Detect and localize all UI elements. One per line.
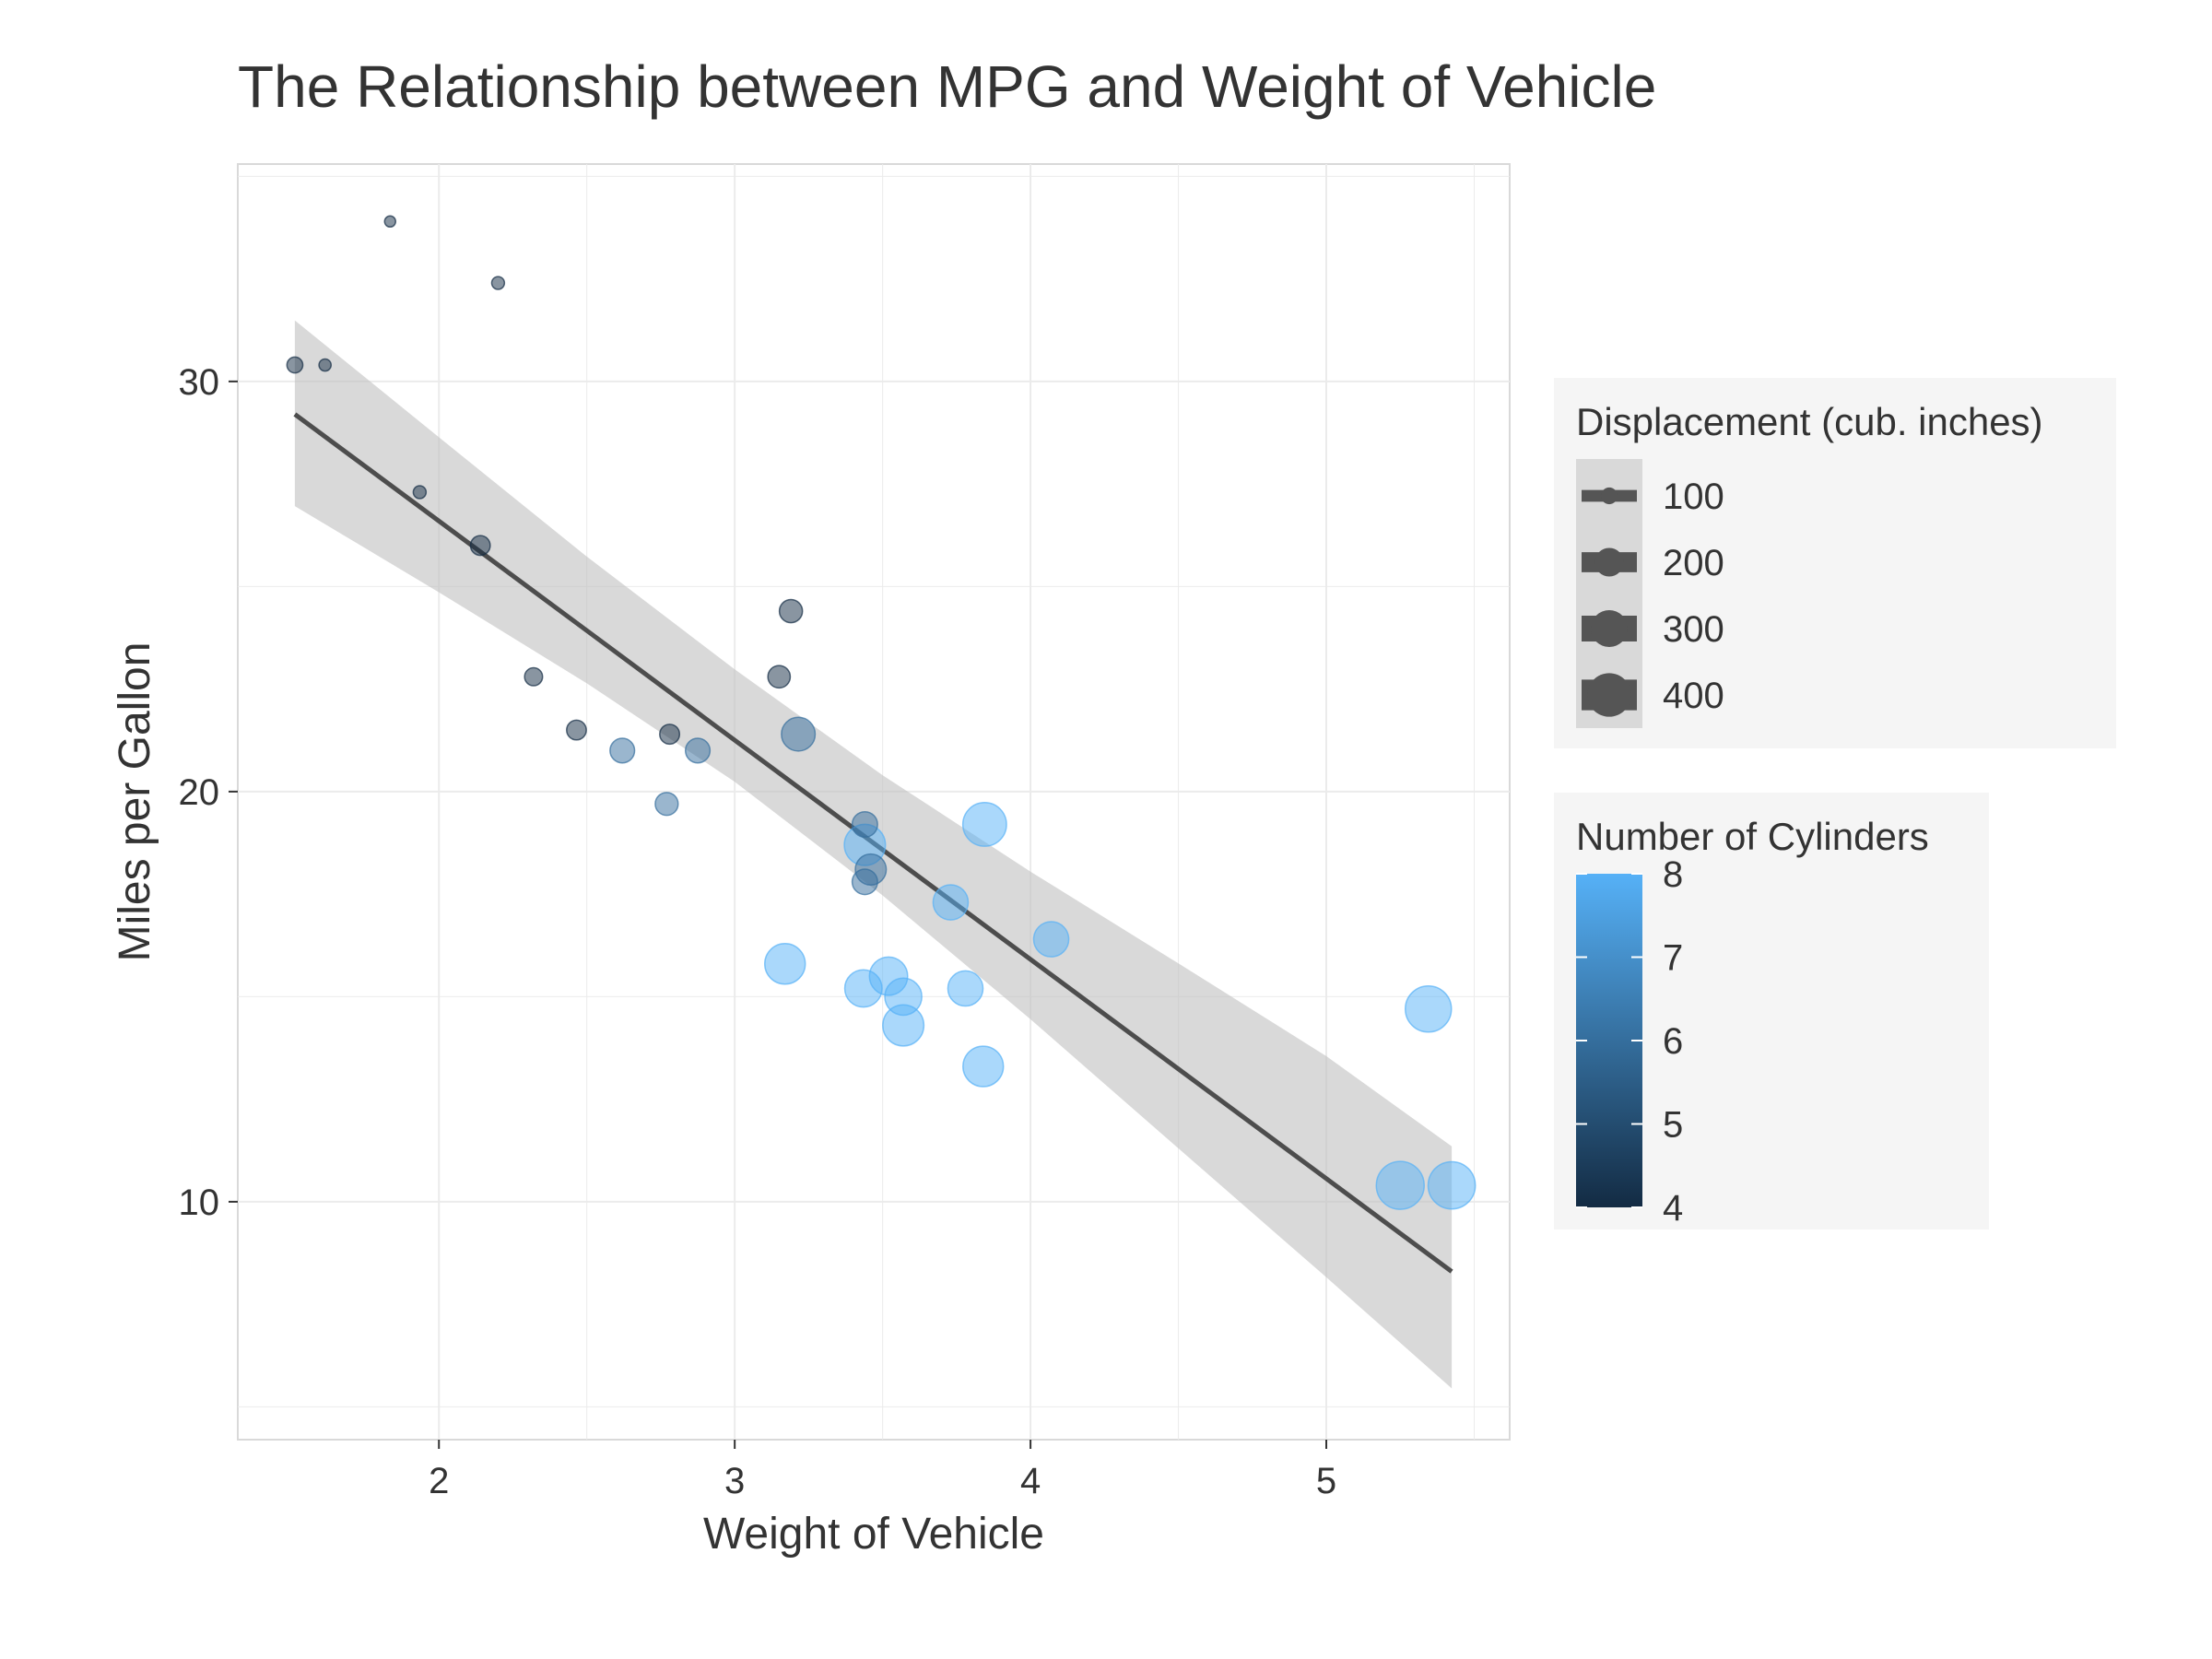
data-point bbox=[778, 598, 804, 624]
size-legend-title: Displacement (cub. inches) bbox=[1576, 400, 2043, 443]
data-point bbox=[659, 724, 681, 746]
color-bar-label: 8 bbox=[1663, 854, 1683, 895]
data-point bbox=[1427, 1160, 1477, 1210]
data-point bbox=[763, 943, 806, 985]
data-point bbox=[412, 485, 428, 500]
plot-panel bbox=[237, 163, 1511, 1441]
data-point bbox=[318, 358, 333, 372]
size-key-point bbox=[1600, 487, 1618, 505]
grid-lines bbox=[238, 164, 1510, 1440]
size-key-point bbox=[1594, 547, 1624, 577]
y-axis-label: Miles per Gallon bbox=[111, 642, 159, 962]
x-tick-label: 3 bbox=[724, 1461, 745, 1501]
size-key-label: 100 bbox=[1663, 477, 1724, 517]
data-point bbox=[524, 666, 544, 687]
points-layer bbox=[286, 215, 1477, 1210]
size-key-point bbox=[1587, 673, 1631, 717]
data-point bbox=[383, 215, 397, 229]
size-key-point bbox=[1590, 609, 1629, 648]
data-point bbox=[884, 977, 923, 1017]
x-tick-label: 5 bbox=[1316, 1461, 1336, 1501]
color-legend: Number of Cylinders 8 7 6 5 4 bbox=[1554, 793, 1989, 1230]
data-point bbox=[566, 719, 587, 741]
chart-title: The Relationship between MPG and Weight … bbox=[238, 53, 1656, 120]
data-point bbox=[1375, 1160, 1426, 1210]
data-point bbox=[843, 969, 883, 1008]
size-key-label: 400 bbox=[1663, 676, 1724, 716]
data-point bbox=[1404, 984, 1453, 1033]
data-point bbox=[961, 802, 1007, 847]
data-point bbox=[469, 535, 491, 557]
data-point bbox=[490, 276, 506, 290]
axes: 2 3 4 5 10 20 30 bbox=[179, 362, 1337, 1501]
x-tick-label: 2 bbox=[429, 1461, 449, 1501]
data-point bbox=[851, 810, 878, 839]
data-point bbox=[767, 665, 792, 689]
data-point bbox=[1032, 921, 1070, 958]
color-bar-label: 6 bbox=[1663, 1021, 1683, 1062]
data-point bbox=[947, 970, 984, 1007]
color-bar-label: 7 bbox=[1663, 938, 1683, 979]
size-legend: Displacement (cub. inches) 100 200 300 400 bbox=[1554, 378, 2116, 748]
data-point bbox=[932, 884, 970, 921]
data-point bbox=[654, 792, 679, 817]
x-axis-label: Weight of Vehicle bbox=[703, 1510, 1044, 1559]
size-key-label: 300 bbox=[1663, 609, 1724, 650]
color-bar-label: 5 bbox=[1663, 1105, 1683, 1146]
data-point bbox=[286, 356, 304, 374]
color-legend-title: Number of Cylinders bbox=[1576, 815, 1929, 858]
data-point bbox=[609, 737, 636, 764]
size-legend-keys: 100 200 300 400 bbox=[1576, 459, 1724, 728]
size-key-label: 200 bbox=[1663, 543, 1724, 583]
color-bar: 8 7 6 5 4 bbox=[1576, 854, 1683, 1229]
data-point bbox=[851, 868, 878, 896]
y-tick-label: 10 bbox=[179, 1182, 220, 1223]
data-point bbox=[781, 716, 817, 752]
size-legend-background bbox=[1554, 378, 2116, 748]
data-point bbox=[684, 737, 712, 764]
data-point bbox=[962, 1045, 1005, 1088]
y-tick-label: 20 bbox=[179, 772, 220, 813]
x-tick-label: 4 bbox=[1020, 1461, 1041, 1501]
y-tick-label: 30 bbox=[179, 362, 220, 403]
color-bar-label: 4 bbox=[1663, 1188, 1683, 1229]
